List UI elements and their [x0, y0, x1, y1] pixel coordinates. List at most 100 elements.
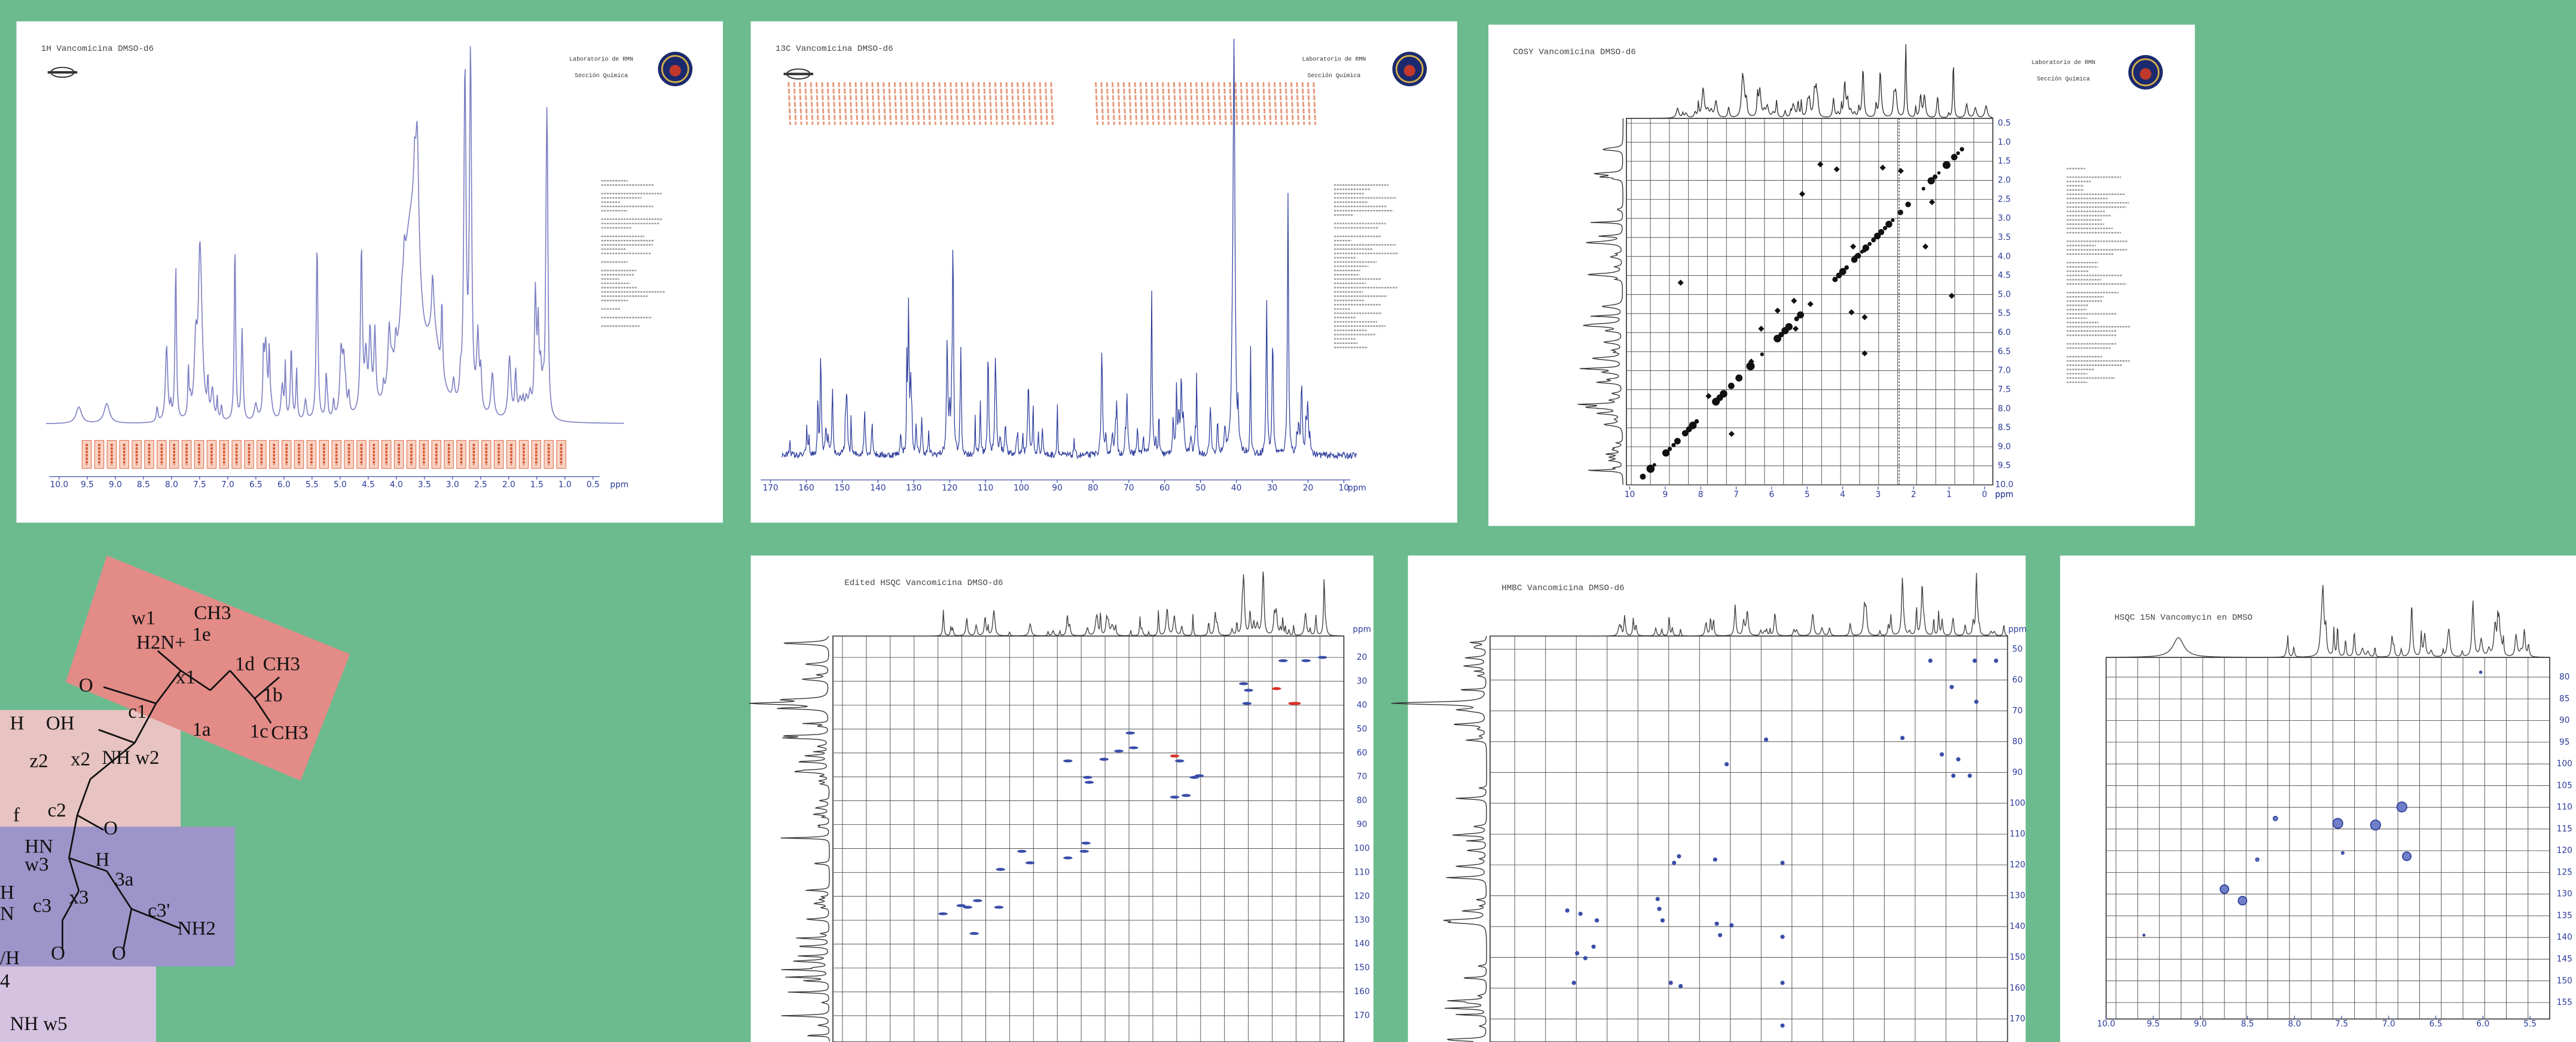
panel-title: Edited HSQC Vancomicina DMSO-d6 [844, 578, 1003, 588]
cross-peak [1085, 781, 1094, 784]
x-tick-label: 5 [1805, 490, 1810, 499]
y-tick-label: 125 [2557, 867, 2572, 877]
cross-peak [1780, 935, 1784, 939]
y-tick-label: 105 [2557, 781, 2572, 790]
x-tick-label: 0.5 [587, 480, 600, 490]
cross-peak [1885, 221, 1892, 227]
cross-peak [1640, 474, 1646, 480]
y-tick-label: 30 [1357, 677, 1367, 686]
cross-peak [1017, 850, 1026, 853]
cross-peak [1728, 383, 1735, 389]
cross-peak [1289, 702, 1298, 705]
atom-label: 4 [0, 971, 10, 992]
cross-peak [1867, 242, 1872, 246]
y-tick-label: 150 [2010, 952, 2025, 962]
x-tick-label: 7 [1733, 490, 1739, 499]
cross-peak [1575, 951, 1579, 955]
cross-peak [1878, 229, 1884, 235]
cross-peak [2371, 820, 2380, 830]
cross-peak [1943, 161, 1951, 169]
cross-peak [1671, 443, 1675, 447]
cross-peak [1951, 154, 1958, 160]
x-tick-label: 8.0 [2288, 1019, 2301, 1029]
y-tick-label: 140 [2557, 933, 2572, 942]
y-tick-label: 130 [1354, 915, 1370, 925]
lab-name: Laboratorio de RMN [2031, 59, 2095, 66]
cross-peak [1974, 700, 1979, 704]
atom-label: c3' [148, 900, 170, 921]
atom-label: /H [0, 947, 20, 969]
y-tick-label: 90 [1357, 820, 1367, 830]
cross-peak [1302, 659, 1311, 662]
x-tick-label: 30 [1267, 483, 1277, 493]
atom-label: 3a [115, 869, 133, 890]
cross-peak [1672, 861, 1676, 865]
x-tick-label: 7.0 [2382, 1019, 2395, 1029]
y-tick-label: 90 [2559, 716, 2569, 726]
cross-peak [1900, 736, 1904, 740]
y-tick-label: 10.0 [1995, 480, 2014, 490]
atom-label: O [112, 943, 126, 964]
atom-label: H [95, 849, 109, 870]
cross-peak [2255, 858, 2258, 861]
cross-peak [1591, 944, 1595, 949]
x-tick-label: 110 [978, 483, 993, 493]
atom-label: x3 [69, 887, 88, 909]
spectrum-panel: Edited HSQC Vancomicina DMSO-d6203040506… [749, 556, 1374, 1042]
x-tick-label: 9.0 [2194, 1019, 2207, 1029]
cross-peak [2342, 852, 2344, 854]
cross-peak [973, 899, 982, 902]
cross-peak [2238, 897, 2247, 905]
cross-peak [1239, 683, 1248, 685]
cross-peak [1940, 752, 1944, 757]
cross-peak [1729, 923, 1733, 927]
y-tick-label: 145 [2557, 955, 2572, 964]
cross-peak [2220, 885, 2229, 893]
atom-label: O [103, 818, 118, 839]
cross-peak [1928, 659, 1933, 663]
atom-label: NH w5 [10, 1013, 67, 1035]
y-tick-label: 150 [1354, 963, 1370, 973]
x-tick-label: 10 [1625, 490, 1635, 499]
y-tick-label: 2.0 [1998, 176, 2011, 185]
y-unit-label: ppm [1995, 490, 2013, 499]
x-tick-label: 6.0 [277, 480, 291, 490]
x-tick-label: 4.5 [362, 480, 375, 490]
x-tick-label: 7.5 [193, 480, 206, 490]
cross-peak [1844, 266, 1849, 270]
atom-label: CH3 [263, 653, 300, 675]
cross-peak [970, 932, 979, 935]
y-tick-label: 0.5 [1998, 118, 2011, 128]
y-tick-label: 8.5 [1998, 423, 2011, 432]
atom-label: NH w2 [102, 747, 159, 769]
cross-peak [1126, 732, 1135, 735]
x-tick-label: 8 [1698, 490, 1704, 499]
cross-peak [1571, 981, 1576, 985]
y-tick-label: 80 [2559, 672, 2569, 682]
cross-peak [1278, 659, 1287, 662]
x-tick-label: 0 [1982, 490, 1988, 499]
atom-label: x2 [71, 749, 90, 770]
y-tick-label: 70 [1357, 772, 1367, 782]
cross-peak [1063, 760, 1072, 763]
y-tick-label: 80 [2012, 737, 2022, 747]
y-tick-label: 1.0 [1998, 138, 2011, 147]
cross-peak [1715, 922, 1719, 926]
y-tick-label: 100 [2557, 759, 2572, 769]
y-tick-label: 6.5 [1998, 347, 2011, 357]
cross-peak [1565, 909, 1569, 913]
x-tick-label: 2.0 [502, 480, 515, 490]
x-tick-label: 9.5 [2147, 1019, 2160, 1029]
x-tick-label: 7.5 [2335, 1019, 2348, 1029]
x-tick-label: 8.5 [137, 480, 150, 490]
cross-peak [2143, 934, 2145, 936]
x-tick-label: 5.5 [306, 480, 319, 490]
x-tick-label: 9.0 [109, 480, 122, 490]
x-tick-label: ppm [1348, 483, 1366, 493]
cross-peak [996, 868, 1005, 871]
cross-peak [1968, 773, 1972, 778]
x-tick-label: 70 [1124, 483, 1134, 493]
y-tick-label: 100 [2010, 799, 2025, 808]
x-tick-label: ppm [610, 480, 628, 490]
x-tick-label: 40 [1231, 483, 1241, 493]
